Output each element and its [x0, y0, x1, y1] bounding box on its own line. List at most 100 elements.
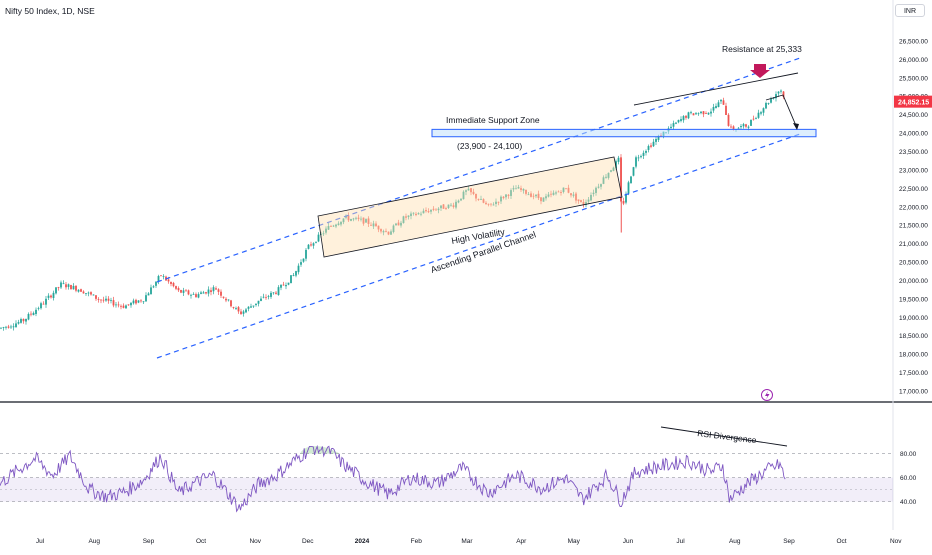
time-axis-tick: Jun — [623, 538, 634, 545]
candle — [502, 196, 505, 200]
candle-body — [150, 287, 152, 295]
time-axis-tick: Feb — [411, 538, 423, 545]
candle — [125, 304, 127, 309]
candle-body — [575, 193, 577, 201]
candle-body — [442, 204, 445, 209]
candle — [335, 223, 337, 229]
candle — [412, 212, 415, 216]
candle — [37, 306, 40, 311]
candle — [15, 320, 17, 328]
candle-body — [252, 305, 255, 307]
candle — [317, 232, 320, 243]
candle-body — [42, 303, 45, 305]
price-axis-tick: 19,000.00 — [899, 315, 928, 322]
candle — [340, 221, 342, 227]
candle — [275, 290, 277, 295]
candle-body — [257, 300, 260, 304]
candle-body — [185, 290, 187, 292]
candle — [592, 189, 595, 197]
candle-body — [100, 299, 102, 301]
candle-body — [230, 300, 232, 307]
candle — [47, 293, 50, 300]
candle-body — [377, 225, 380, 230]
candle — [690, 110, 692, 115]
candle-body — [182, 290, 185, 293]
candle — [525, 189, 527, 196]
candle — [470, 188, 472, 196]
candle — [10, 324, 12, 330]
candle-body — [427, 211, 430, 213]
candle-body — [550, 193, 552, 195]
candle-body — [437, 208, 440, 211]
rsi-divergence-label: RSI Divergence — [697, 428, 758, 445]
candle-body — [130, 302, 132, 306]
time-axis-tick: Jul — [36, 538, 45, 545]
candle-body — [142, 301, 145, 303]
candle-body — [295, 271, 297, 276]
candle-body — [537, 193, 540, 199]
candle — [265, 294, 267, 300]
candle — [435, 208, 437, 211]
candle — [400, 220, 402, 228]
candle-body — [570, 193, 572, 196]
candle-body — [35, 309, 37, 314]
time-axis-tick: Oct — [196, 538, 206, 545]
candle — [42, 301, 45, 305]
candle — [277, 285, 280, 296]
candle-body — [462, 191, 465, 200]
candle — [587, 197, 590, 205]
candle-body — [362, 217, 365, 224]
candle-body — [387, 231, 390, 235]
candle — [762, 107, 765, 116]
candle-body — [715, 106, 717, 109]
candle-body — [352, 218, 355, 220]
candle-body — [595, 187, 597, 193]
candle-body — [95, 295, 97, 299]
candle — [585, 199, 587, 208]
candle-body — [220, 291, 222, 296]
candle — [142, 301, 145, 304]
price-axis-tick: 24,500.00 — [899, 112, 928, 119]
candle — [647, 144, 650, 153]
candle-body — [5, 326, 7, 328]
candle — [432, 206, 435, 212]
last-price-tag — [894, 95, 932, 108]
candle — [597, 183, 600, 189]
projection-arrowhead-icon — [793, 123, 799, 130]
candle-body — [22, 318, 25, 322]
candle-body — [197, 294, 200, 298]
candle — [162, 274, 165, 280]
candle — [720, 99, 722, 105]
candle-body — [247, 306, 250, 309]
candle — [207, 286, 210, 297]
candle-body — [617, 157, 620, 162]
candle — [552, 190, 555, 196]
candle — [270, 290, 272, 299]
candle — [757, 109, 760, 119]
candle — [775, 91, 777, 102]
candle-body — [582, 201, 585, 206]
candle-body — [12, 326, 15, 328]
candle-body — [440, 205, 442, 209]
candle — [45, 295, 47, 308]
price-axis-tick: 20,500.00 — [899, 260, 928, 267]
candle — [737, 126, 740, 129]
candle — [272, 292, 275, 295]
candle — [422, 208, 425, 214]
candle — [425, 207, 427, 213]
support-zone — [431, 128, 817, 138]
candle-body — [652, 141, 655, 147]
candle — [22, 318, 25, 324]
candle — [480, 195, 482, 200]
candle — [232, 306, 235, 310]
candle — [225, 297, 227, 303]
candle — [115, 301, 117, 308]
support-range-label: (23,900 - 24,100) — [457, 141, 522, 151]
candle-body — [135, 299, 137, 304]
currency-selector[interactable]: INR — [895, 4, 925, 17]
candle — [50, 294, 52, 299]
candle-body — [707, 112, 710, 115]
candle-body — [190, 294, 192, 296]
